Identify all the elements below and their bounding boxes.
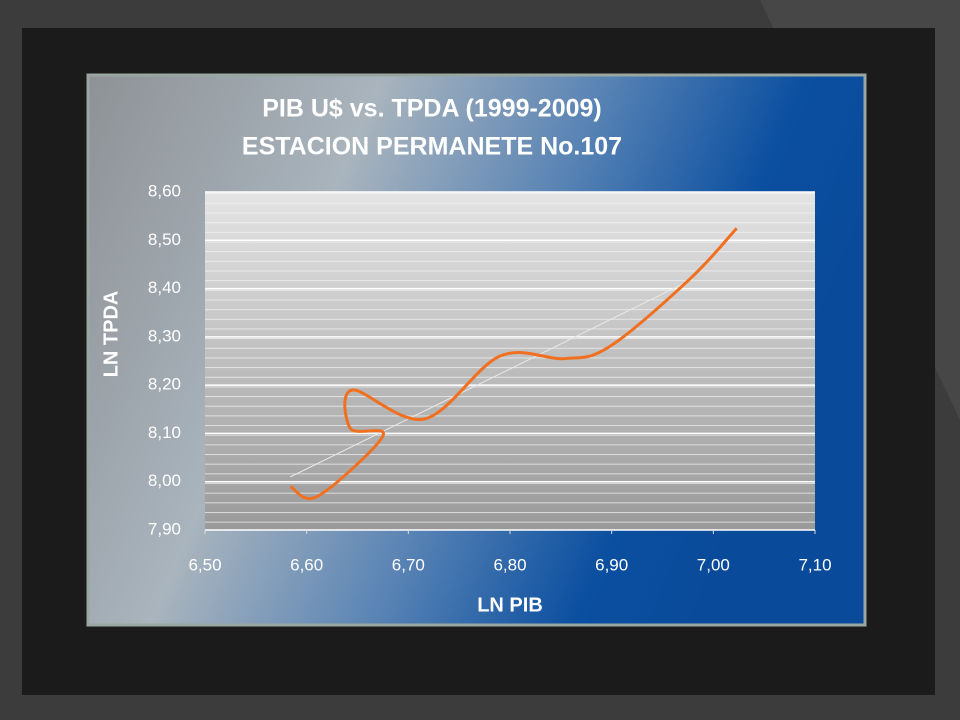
y-tick-label: 7,90 — [148, 519, 181, 538]
x-tick-label: 6,80 — [493, 555, 526, 574]
y-tick-label: 8,20 — [148, 375, 181, 394]
x-tick-label: 6,60 — [290, 555, 323, 574]
y-tick-label: 8,60 — [148, 181, 181, 200]
y-tick-label: 8,50 — [148, 230, 181, 249]
y-tick-label: 8,00 — [148, 471, 181, 490]
plot-stripes — [205, 192, 815, 530]
series-line — [289, 227, 738, 500]
y-tick-label: 8,30 — [148, 326, 181, 345]
x-tick-label: 6,90 — [595, 555, 628, 574]
trendline — [290, 278, 694, 478]
x-tick-label: 7,10 — [798, 555, 831, 574]
x-axis-label: LN PIB — [477, 594, 543, 616]
y-axis-label: LN TPDA — [100, 291, 122, 378]
chart-title: ESTACION PERMANETE No.107 — [242, 133, 622, 161]
x-tick-label: 6,70 — [392, 555, 425, 574]
y-tick-label: 8,10 — [148, 423, 181, 442]
y-tick-label: 8,40 — [148, 278, 181, 297]
chart-title: PIB U$ vs. TPDA (1999-2009) — [262, 95, 602, 123]
x-tick-label: 6,50 — [188, 555, 221, 574]
x-tick-label: 7,00 — [697, 555, 730, 574]
